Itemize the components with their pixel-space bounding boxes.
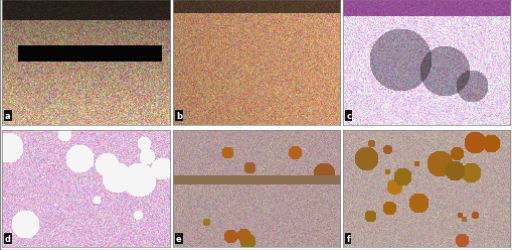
Text: f: f xyxy=(347,234,350,243)
Text: d: d xyxy=(5,234,11,243)
Text: c: c xyxy=(347,112,351,120)
Text: a: a xyxy=(5,112,11,120)
Text: b: b xyxy=(176,112,182,120)
Text: e: e xyxy=(176,234,182,243)
